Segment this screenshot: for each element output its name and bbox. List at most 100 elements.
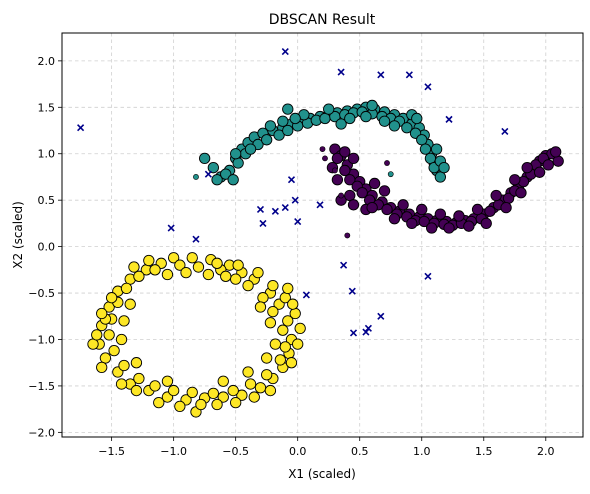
noise-point	[501, 127, 509, 136]
cluster-point	[96, 307, 108, 320]
cluster-point	[360, 110, 372, 123]
cluster-point	[130, 384, 143, 397]
noise-point	[362, 328, 370, 336]
x-tick-label: −1.0	[160, 445, 187, 458]
cluster-point	[254, 301, 267, 313]
cluster-point	[261, 134, 273, 146]
noise-point	[337, 68, 345, 76]
cluster-point	[289, 112, 301, 125]
cluster-point	[227, 384, 239, 397]
cluster-point	[115, 333, 128, 346]
noise-point	[287, 176, 296, 184]
cluster-point	[161, 375, 174, 387]
cluster-point	[471, 203, 484, 216]
cluster-point	[277, 324, 289, 336]
cluster-point	[108, 344, 120, 357]
cluster-point	[378, 185, 391, 197]
cluster-point	[261, 369, 273, 381]
cluster-point	[282, 124, 294, 137]
cluster-point	[230, 396, 242, 409]
cluster-point	[339, 164, 351, 177]
x-tick-label: 2.0	[537, 445, 555, 458]
cluster-point	[118, 359, 130, 372]
cluster-point	[207, 162, 219, 174]
noise-point	[348, 287, 356, 295]
cluster-point	[124, 298, 136, 310]
cluster-point	[236, 389, 248, 401]
noise-point	[445, 115, 453, 123]
cluster-point	[294, 322, 306, 334]
border-point	[338, 192, 345, 199]
y-tick-label: 2.0	[38, 55, 56, 68]
cluster-point	[273, 129, 285, 141]
noise-point	[405, 71, 413, 79]
cluster-point	[133, 372, 145, 385]
cluster-point	[96, 361, 108, 373]
cluster-point	[220, 168, 232, 180]
cluster-point	[287, 298, 299, 310]
cluster-point	[257, 292, 269, 304]
cluster-point	[490, 189, 502, 202]
cluster-point	[232, 157, 244, 169]
noise-point	[281, 204, 289, 212]
border-point	[387, 171, 394, 178]
cluster-point	[130, 357, 143, 369]
border-point	[193, 174, 199, 180]
y-tick-label: −0.5	[28, 287, 55, 300]
cluster-point	[267, 279, 279, 292]
y-tick-label: −1.0	[28, 333, 55, 346]
cluster-point	[105, 292, 118, 304]
noise-point	[424, 272, 432, 280]
cluster-point	[133, 270, 145, 282]
y-tick-label: 1.5	[38, 101, 56, 114]
cluster-point	[411, 112, 423, 125]
border-point	[322, 155, 328, 162]
cluster-point	[434, 208, 446, 220]
cluster-point	[368, 177, 381, 190]
cluster-point	[533, 166, 546, 178]
cluster-point	[378, 115, 391, 127]
cluster-point	[282, 103, 294, 115]
data-points	[77, 48, 564, 418]
cluster-point	[202, 268, 215, 281]
y-axis-label: X2 (scaled)	[11, 201, 25, 269]
noise-point	[192, 235, 200, 243]
cluster-point	[180, 266, 192, 279]
x-axis-ticks: −1.5 −1.0 −0.5 0.0 0.5 1.0 1.5 2.0	[98, 437, 555, 458]
noise-point	[377, 312, 385, 320]
cluster-point	[366, 99, 378, 112]
noise-point	[77, 124, 85, 132]
x-tick-label: −0.5	[222, 445, 249, 458]
cluster-point	[388, 213, 401, 225]
cluster-point	[230, 273, 242, 285]
cluster-point	[279, 341, 291, 353]
x-tick-label: 1.5	[475, 445, 493, 458]
cluster-point	[430, 143, 443, 155]
cluster-point	[289, 307, 301, 320]
noise-point	[424, 83, 432, 91]
cluster-point	[274, 354, 286, 366]
cluster-point	[103, 329, 115, 341]
cluster-point	[227, 174, 239, 186]
cluster-point	[149, 264, 161, 276]
cluster-point	[232, 259, 244, 271]
x-tick-label: −1.5	[98, 445, 125, 458]
cluster-point	[356, 187, 368, 199]
noise-point	[340, 261, 348, 269]
cluster-point	[118, 315, 130, 327]
noise-point	[294, 217, 302, 226]
cluster-point	[550, 146, 562, 158]
cluster-point	[264, 120, 277, 132]
cluster-point	[195, 398, 207, 411]
cluster-point	[199, 152, 211, 165]
y-tick-label: 1.0	[38, 148, 56, 161]
cluster-point	[552, 155, 564, 167]
cluster-point	[244, 378, 257, 390]
cluster-point	[244, 143, 257, 155]
cluster-point	[416, 203, 428, 216]
cluster-point	[542, 159, 554, 171]
cluster-point	[230, 148, 242, 160]
cluster-point	[344, 112, 356, 125]
